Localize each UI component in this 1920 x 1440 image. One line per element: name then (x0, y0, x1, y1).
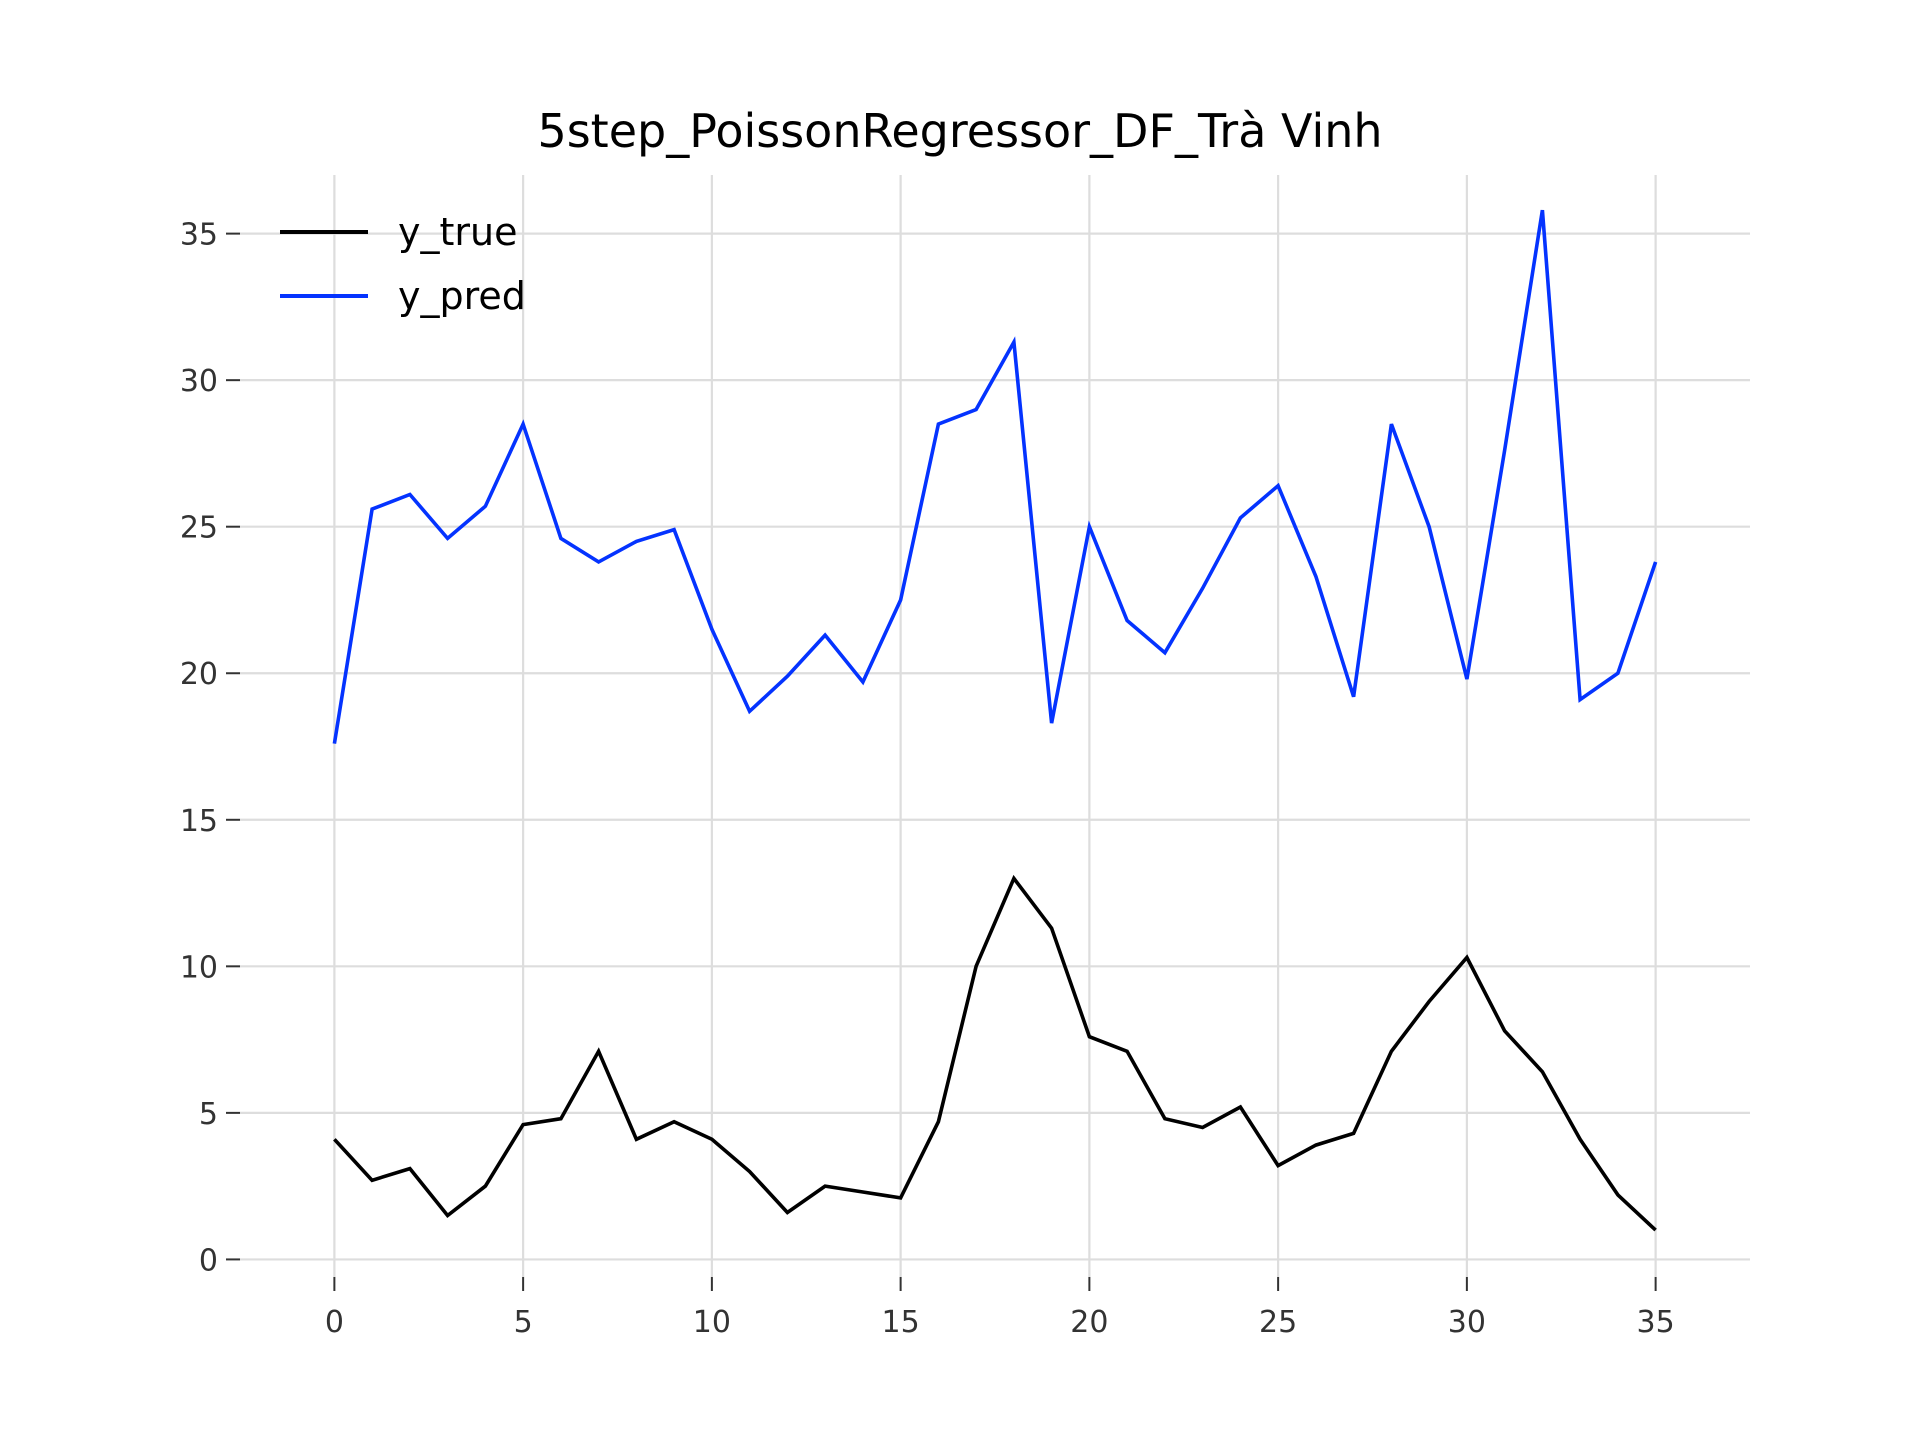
series-line-y-true (333, 874, 1657, 1232)
x-tick-label: 30 (1448, 1305, 1486, 1340)
x-tick-label: 15 (882, 1305, 920, 1340)
series (332, 209, 1658, 1232)
series-line-y-pred (332, 209, 1658, 744)
chart-title: 5step_PoissonRegressor_DF_Trà Vinh (537, 104, 1382, 158)
y-tick-label: 0 (199, 1243, 218, 1278)
legend: y_true y_pred (280, 210, 526, 318)
x-tick-label: 10 (693, 1305, 731, 1340)
axes: 0 5 10 15 20 25 30 35 0 5 10 15 20 25 30 35 (180, 218, 1675, 1340)
x-tick-label: 35 (1637, 1305, 1675, 1340)
legend-label: y_pred (398, 274, 526, 318)
x-tick-label: 0 (325, 1305, 344, 1340)
y-tick-label: 10 (180, 950, 218, 985)
x-tick-label: 25 (1259, 1305, 1297, 1340)
y-tick-label: 5 (199, 1097, 218, 1132)
y-tick-label: 30 (180, 364, 218, 399)
y-tick-label: 35 (180, 218, 218, 253)
legend-label: y_true (398, 210, 517, 254)
grid (240, 175, 1750, 1277)
y-tick-label: 15 (180, 804, 218, 839)
y-tick-label: 20 (180, 657, 218, 692)
x-tick-label: 20 (1070, 1305, 1108, 1340)
x-tick-label: 5 (514, 1305, 533, 1340)
y-tick-label: 25 (180, 511, 218, 546)
